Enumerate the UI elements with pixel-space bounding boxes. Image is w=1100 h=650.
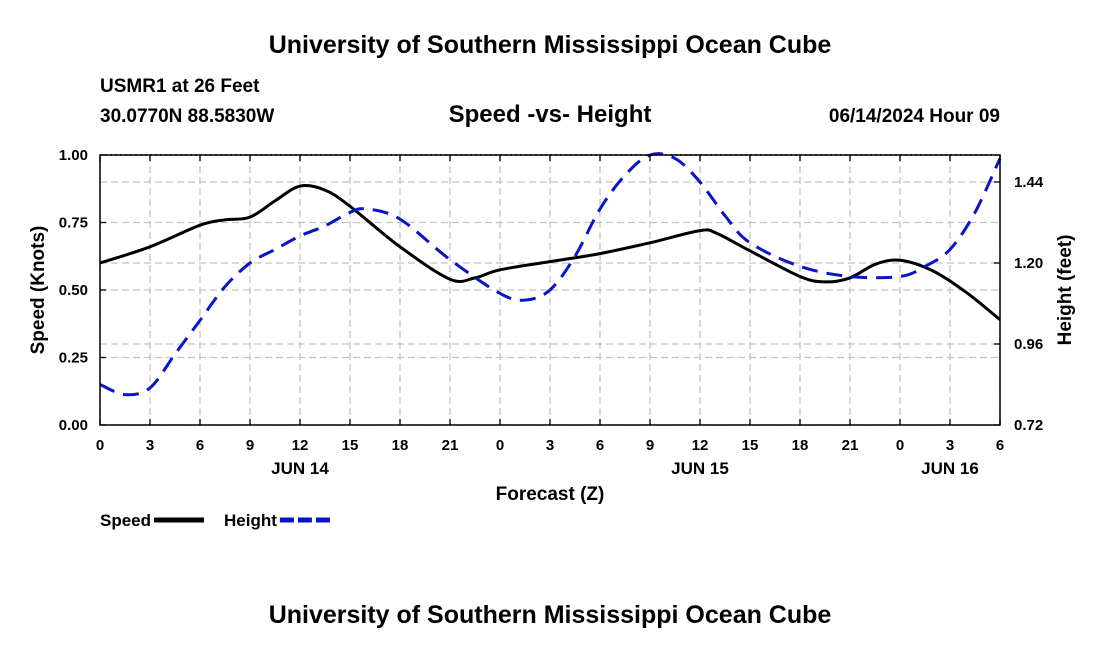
x-tick-label: 6 (596, 437, 604, 454)
x-tick-label: 3 (946, 437, 954, 454)
x-tick-label: 15 (342, 437, 359, 454)
x-tick-label: 6 (196, 437, 204, 454)
y-axis-title: Speed (Knots) (28, 226, 49, 355)
station-location: 30.0770N 88.5830W (100, 106, 275, 127)
legend: Speed Height (100, 511, 330, 530)
x-tick-label: 18 (392, 437, 409, 454)
axes: 0 3 6 9 12 15 18 21 0 3 6 9 12 15 18 21 0 3 6 0.00 0.25 0.50 0… (28, 147, 1076, 505)
series-line-speed (99, 183, 1001, 321)
page-title: University of Southern Mississippi Ocean… (268, 31, 832, 59)
date-label: JUN 16 (921, 459, 979, 478)
chart-title: Speed -vs- Height (448, 101, 652, 128)
y2-tick-label: 1.20 (1014, 255, 1043, 272)
x-tick-label: 0 (896, 437, 904, 454)
y-tick-label: 0.25 (59, 350, 88, 367)
x-tick-label: 15 (742, 437, 759, 454)
y-tick-label: 0.00 (59, 417, 88, 434)
date-label: JUN 15 (671, 459, 729, 478)
x-tick-label: 21 (842, 437, 859, 454)
y2-tick-label: 0.72 (1014, 417, 1043, 434)
station-label: USMR1 at 26 Feet (100, 76, 260, 97)
x-tick-label: 12 (692, 437, 709, 454)
y-tick-label: 1.00 (59, 147, 88, 164)
x-tick-label: 6 (996, 437, 1004, 454)
y2-tick-label: 0.96 (1014, 336, 1043, 353)
y2-axis-title: Height (feet) (1055, 235, 1076, 346)
x-tick-label: 3 (146, 437, 154, 454)
series-line-height (99, 152, 1002, 397)
legend-label-speed: Speed (100, 511, 151, 530)
legend-label-height: Height (224, 511, 277, 530)
x-tick-label: 12 (292, 437, 309, 454)
x-tick-label: 18 (792, 437, 809, 454)
x-tick-label: 0 (96, 437, 104, 454)
x-tick-label: 0 (496, 437, 504, 454)
date-label: JUN 14 (271, 459, 329, 478)
x-tick-label: 3 (546, 437, 554, 454)
y-tick-label: 0.50 (59, 282, 88, 299)
y2-tick-label: 1.44 (1014, 174, 1044, 191)
series-layer (99, 152, 1002, 397)
footer-title: University of Southern Mississippi Ocean… (268, 601, 832, 629)
y-tick-label: 0.75 (59, 215, 88, 232)
x-tick-label: 21 (442, 437, 459, 454)
x-tick-label: 9 (646, 437, 654, 454)
date-time-label: 06/14/2024 Hour 09 (828, 106, 1000, 127)
x-axis-title: Forecast (Z) (496, 484, 605, 505)
x-tick-label: 9 (246, 437, 254, 454)
